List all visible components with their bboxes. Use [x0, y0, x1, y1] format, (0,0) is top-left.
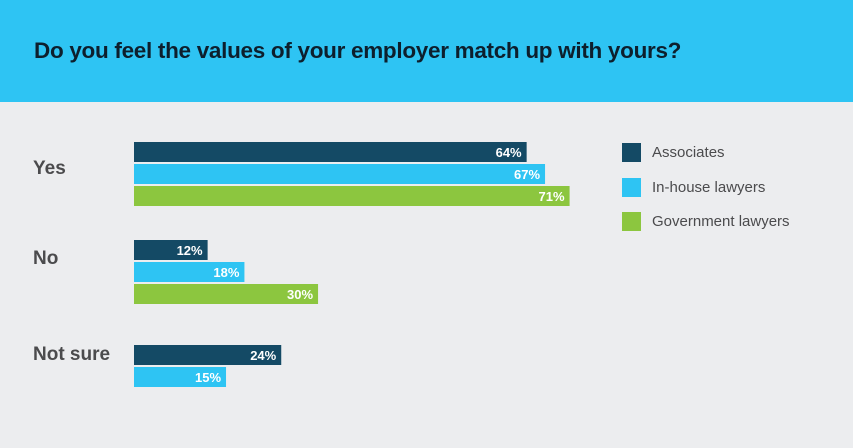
- bar-no-government-lawyers: [134, 284, 319, 304]
- data-label-no-government-lawyers: 30%: [287, 287, 313, 302]
- category-label-not-sure: Not sure: [33, 344, 110, 365]
- category-label-yes: Yes: [33, 158, 66, 179]
- chart-title: Do you feel the values of your employer …: [34, 38, 682, 63]
- data-label-not-sure-in-house-lawyers: 15%: [195, 370, 221, 385]
- data-label-no-associates: 12%: [177, 243, 203, 258]
- category-label-no: No: [33, 248, 58, 269]
- legend-label-associates: Associates: [652, 144, 725, 161]
- bar-yes-associates: [134, 142, 527, 162]
- bar-not-sure-in-house-lawyers: [134, 367, 227, 387]
- chart-header-band: Do you feel the values of your employer …: [0, 0, 853, 102]
- bar-no-associates: [134, 240, 208, 260]
- bar-not-sure-associates: [134, 345, 282, 365]
- data-label-yes-associates: 64%: [496, 145, 522, 160]
- legend-label-government-lawyers: Government lawyers: [652, 213, 790, 230]
- data-label-yes-government-lawyers: 71%: [539, 189, 565, 204]
- bar-yes-in-house-lawyers: [134, 164, 546, 184]
- data-label-not-sure-associates: 24%: [250, 348, 276, 363]
- bar-no-in-house-lawyers: [134, 262, 245, 282]
- legend-swatch-government-lawyers: [622, 212, 641, 231]
- legend-swatch-in-house-lawyers: [622, 178, 641, 197]
- legend-label-in-house-lawyers: In-house lawyers: [652, 179, 765, 196]
- bar-yes-government-lawyers: [134, 186, 570, 206]
- data-label-no-in-house-lawyers: 18%: [213, 265, 239, 280]
- data-label-yes-in-house-lawyers: 67%: [514, 167, 540, 182]
- legend-swatch-associates: [622, 143, 641, 162]
